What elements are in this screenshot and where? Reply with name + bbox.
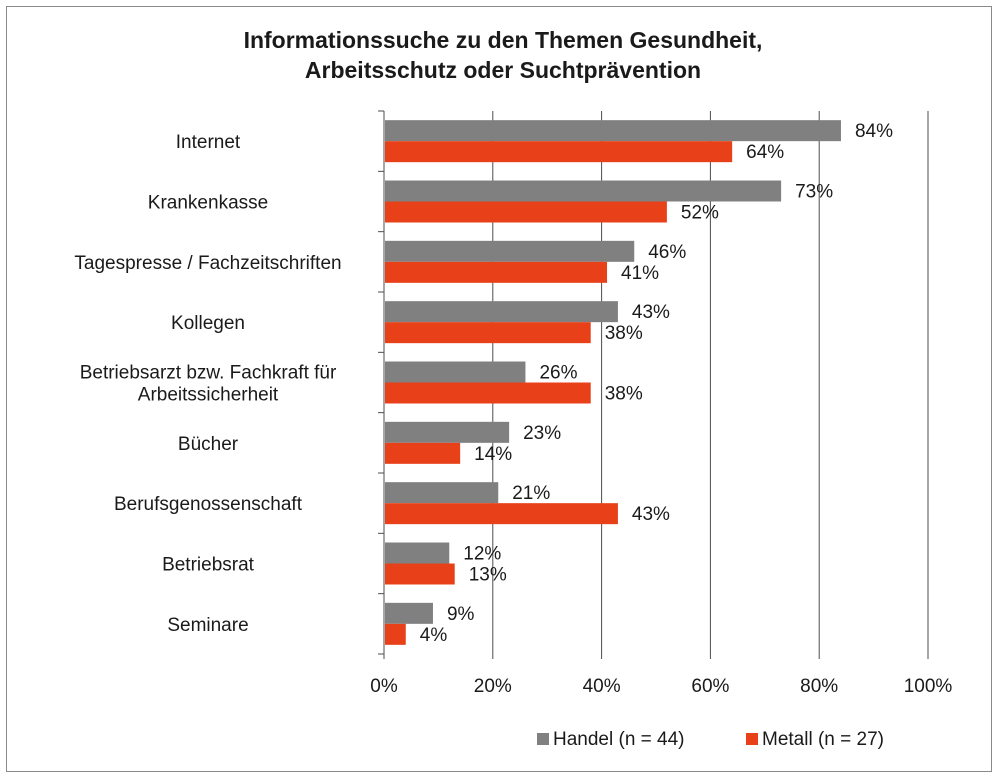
chart-title: Informationssuche zu den Themen Gesundhe… bbox=[244, 27, 763, 83]
bar-handel bbox=[385, 602, 433, 624]
bar-metall bbox=[385, 261, 608, 283]
x-tick-label: 60% bbox=[691, 676, 729, 697]
bar-handel bbox=[385, 240, 635, 262]
data-label: 21% bbox=[512, 483, 550, 504]
data-label: 38% bbox=[605, 384, 643, 405]
legend-label: Metall (n = 27) bbox=[762, 729, 884, 750]
bar-metall bbox=[385, 442, 461, 464]
bar-handel bbox=[385, 301, 618, 323]
data-label: 43% bbox=[632, 504, 670, 525]
category-label: Berufsgenossenschaft bbox=[114, 494, 303, 515]
category-label: Bücher bbox=[178, 434, 239, 455]
x-tick-label: 80% bbox=[800, 676, 838, 697]
data-label: 52% bbox=[681, 203, 719, 224]
chart-title-line-1: Informationssuche zu den Themen Gesundhe… bbox=[244, 27, 763, 53]
bar-metall bbox=[385, 141, 733, 163]
bar-handel bbox=[385, 120, 841, 142]
data-label: 26% bbox=[539, 363, 577, 384]
bar-metall bbox=[385, 563, 455, 585]
category-label: Arbeitssicherheit bbox=[138, 385, 279, 406]
x-tick-label: 100% bbox=[904, 676, 953, 697]
data-label: 41% bbox=[621, 263, 659, 284]
bar-handel bbox=[385, 180, 782, 202]
chart-title-line-2: Arbeitsschutz oder Suchtprävention bbox=[305, 57, 701, 83]
category-label: Seminare bbox=[167, 615, 248, 636]
legend: Handel (n = 44) Metall (n = 27) bbox=[537, 729, 884, 750]
category-labels: Internet Krankenkasse Tagespresse / Fachze… bbox=[74, 132, 341, 636]
x-tick-label: 40% bbox=[583, 676, 621, 697]
x-tick-label: 20% bbox=[474, 676, 512, 697]
bars: 84%64%73%52%46%41%43%38%26%38%23%14%21%4… bbox=[385, 120, 893, 646]
bar-metall bbox=[385, 322, 591, 344]
bar-metall bbox=[385, 201, 667, 223]
legend-swatch bbox=[537, 733, 549, 745]
bar-handel bbox=[385, 361, 526, 383]
legend-label: Handel (n = 44) bbox=[553, 729, 685, 750]
data-label: 14% bbox=[474, 444, 512, 465]
data-label: 12% bbox=[463, 544, 501, 565]
data-label: 38% bbox=[605, 323, 643, 344]
data-label: 9% bbox=[447, 604, 475, 625]
category-label: Internet bbox=[176, 132, 241, 153]
category-label: Tagespresse / Fachzeitschriften bbox=[74, 253, 341, 274]
data-label: 64% bbox=[746, 142, 784, 163]
bar-metall bbox=[385, 503, 618, 525]
bar-metall bbox=[385, 382, 591, 404]
bar-handel bbox=[385, 482, 499, 504]
data-label: 4% bbox=[420, 625, 448, 646]
bar-metall bbox=[385, 623, 406, 645]
category-label: Kollegen bbox=[171, 313, 245, 334]
bar-handel bbox=[385, 421, 510, 443]
category-label: Betriebsrat bbox=[162, 555, 255, 576]
data-label: 84% bbox=[855, 121, 893, 142]
data-label: 46% bbox=[648, 242, 686, 263]
legend-swatch bbox=[746, 733, 758, 745]
data-label: 13% bbox=[469, 565, 507, 586]
bar-handel bbox=[385, 542, 450, 564]
data-label: 43% bbox=[632, 302, 670, 323]
data-label: 23% bbox=[523, 423, 561, 444]
category-label: Krankenkasse bbox=[148, 193, 268, 214]
category-label: Betriebsarzt bzw. Fachkraft für bbox=[80, 363, 337, 384]
data-label: 73% bbox=[795, 182, 833, 203]
x-axis: 0% 20% 40% 60% 80% 100% bbox=[370, 110, 953, 697]
x-tick-label: 0% bbox=[370, 676, 398, 697]
